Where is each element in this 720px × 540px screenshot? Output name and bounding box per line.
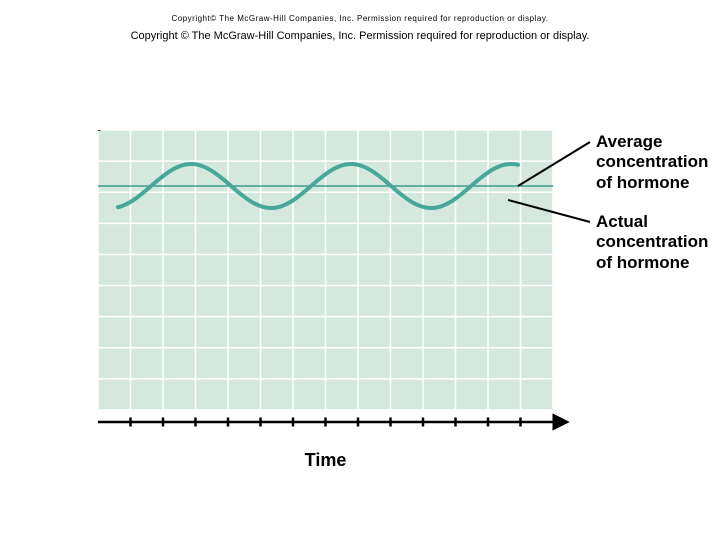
- annotation-actual: Actualconcentrationof hormone: [596, 212, 708, 273]
- copyright-blur-text: Copyright© The McGraw-Hill Companies, In…: [0, 14, 720, 23]
- copyright-text: Copyright © The McGraw-Hill Companies, I…: [0, 30, 720, 42]
- x-axis-label: Time: [98, 450, 553, 471]
- annotation-avg: Averageconcentrationof hormone: [596, 132, 708, 193]
